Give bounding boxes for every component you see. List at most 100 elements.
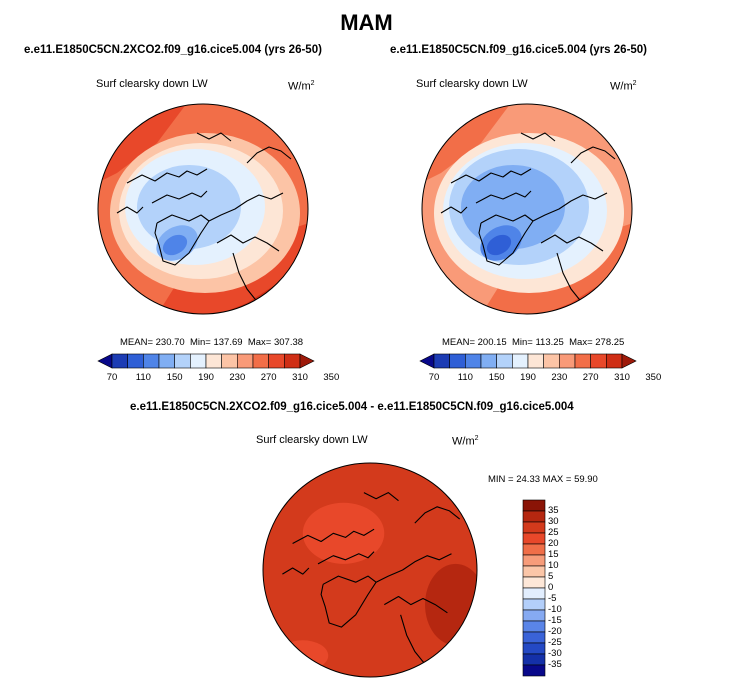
panel3-colorbar-tick-label: 15 [548,549,559,560]
panel2-coastline [520,132,556,142]
panel2-colorbar-tick-label: 190 [520,372,536,383]
panel3-colorbar-tick-label: 10 [548,560,559,571]
panel3-colorbar-tick-label: 30 [548,516,559,527]
panel2-coastline [440,206,468,214]
panel3-field-band [277,640,329,671]
panel1-coastline [154,214,210,266]
panel2-colorbar-tick-label: 150 [488,372,505,383]
panel2-stats: MEAN= 200.15 Min= 113.25 Max= 278.25 [442,337,625,348]
panel3-colorbar-tick-label: 20 [548,538,559,549]
panel3-colorbar-box [522,521,546,534]
panel1-colorbar-box [127,353,144,369]
panel1-stats: MEAN= 230.70 Min= 137.69 Max= 307.38 [120,337,304,348]
panel3-coastline [384,595,448,614]
panel3-colorbar-tick-label: -20 [548,626,562,637]
panel2-colorbar-box [449,353,466,369]
panel3-units: W/m2 [452,435,479,448]
panel2-colorbar-tick-label: 350 [645,372,662,383]
panel1-colorbar-box [205,353,222,369]
panel2-field-band [486,234,512,256]
panel2-colorbar-low-triangle [419,353,435,369]
panel1-colorbar-box [158,353,175,369]
panel1-colorbar-tick-label: 230 [229,372,246,383]
panel3-field [263,463,477,677]
panel1-colorbar-tick-label: 270 [260,372,277,383]
panel1-title: e.e11.E1850C5CN.2XCO2.f09_g16.cice5.004 … [24,44,322,56]
panel2-colorbar-tick-label: 110 [457,372,473,383]
panel1-colorbar-box [221,353,238,369]
panel3-colorbar-box [522,587,546,600]
panel2-colorbar-high-triangle [621,353,637,369]
panel1-map-border [97,103,309,315]
panel3-coastline [282,567,310,575]
panel3-colorbar-tick-label: 0 [548,582,554,593]
panel3-title: e.e11.E1850C5CN.2XCO2.f09_g16.cice5.004 … [130,401,574,413]
panel3-minmax: MIN = 24.33 MAX = 59.90 [488,474,598,485]
panel1-field-band [162,234,188,256]
panel2-colorbar-box [574,353,591,369]
panel3-colorbar-box [522,620,546,633]
panel2-colorbar-ticks: 70 110 150 190 230 270 310 350 [420,372,662,386]
figure-title: MAM [340,10,393,35]
panel2-colorbar-tick-label: 70 [428,372,440,383]
panel1-colorbar-tick-label: 110 [135,372,151,383]
panel2-colorbar-box [559,353,576,369]
panel3-colorbar-ticks: 35 30 25 20 15 10 5 0 -5 -10 -15 -20 -25 -30 -35 [548,500,578,676]
panel2-colorbar [419,353,637,369]
panel2-colorbar-box [433,353,450,369]
panel3-coastline [363,492,399,502]
panel3-coastline [292,528,375,544]
panel1-colorbar-tick-label: 310 [292,372,308,383]
panel1-colorbar-box [237,353,254,369]
panel3-colorbar-tick-label: -10 [548,604,562,615]
panel3-colorbar-tick-label: -15 [548,615,562,626]
panel1-colorbar-box [268,353,285,369]
panel2-colorbar-box [512,353,529,369]
panel1-coastline [151,190,208,204]
panel2-map-border [421,103,633,315]
panel1-map [97,103,309,315]
panel3-colorbar [522,499,546,677]
panel3-field-band [302,502,385,564]
panel1-colorbar-box [111,353,128,369]
panel3-colorbar-box [522,576,546,589]
panel3-map-border [262,462,478,678]
panel2-field-band [461,165,565,249]
panel2-coastline [540,234,604,252]
panel2-variable-label: Surf clearsky down LW [416,78,528,90]
panel1-coastline [216,234,280,252]
panel1-field-band [137,165,241,249]
panel3-colorbar-tick-label: 35 [548,505,559,516]
panel1-colorbar-box [190,353,207,369]
panel2-colorbar-box [480,353,497,369]
panel1-colorbar-tick-label: 350 [323,372,340,383]
panel3-colorbar-tick-label: -35 [548,659,562,670]
panel3-colorbar-box [522,565,546,578]
panel1-colorbar-tick-label: 70 [106,372,118,383]
panel1-colorbar-box [143,353,160,369]
panel3-colorbar-tick-label: 25 [548,527,559,538]
panel3-colorbar-box [522,664,546,677]
panel3-colorbar-box [522,554,546,567]
panel1-colorbar [97,353,315,369]
panel3-coastline [320,575,377,628]
panel2-units: W/m2 [610,80,637,93]
panel3-colorbar-box [522,631,546,644]
panel2-coastline [532,192,608,222]
panel1-coastline [116,206,144,214]
panel3-colorbar-box [522,642,546,655]
panel2-colorbar-tick-label: 230 [551,372,568,383]
panel3-colorbar-box [522,499,546,512]
panel1-coastline [208,192,284,222]
panel3-colorbar-box [522,510,546,523]
panel3-colorbar-tick-label: 5 [548,571,554,582]
panel1-colorbar-high-triangle [299,353,315,369]
panel3-coastline [317,551,375,565]
panel3-colorbar-box [522,543,546,556]
panel1-variable-label: Surf clearsky down LW [96,78,208,90]
panel3-map [262,462,478,678]
panel3-colorbar-box [522,532,546,545]
panel3-colorbar-tick-label: -25 [548,637,562,648]
panel3-variable-label: Surf clearsky down LW [256,434,368,446]
panel3-colorbar-tick-label: -30 [548,648,562,659]
